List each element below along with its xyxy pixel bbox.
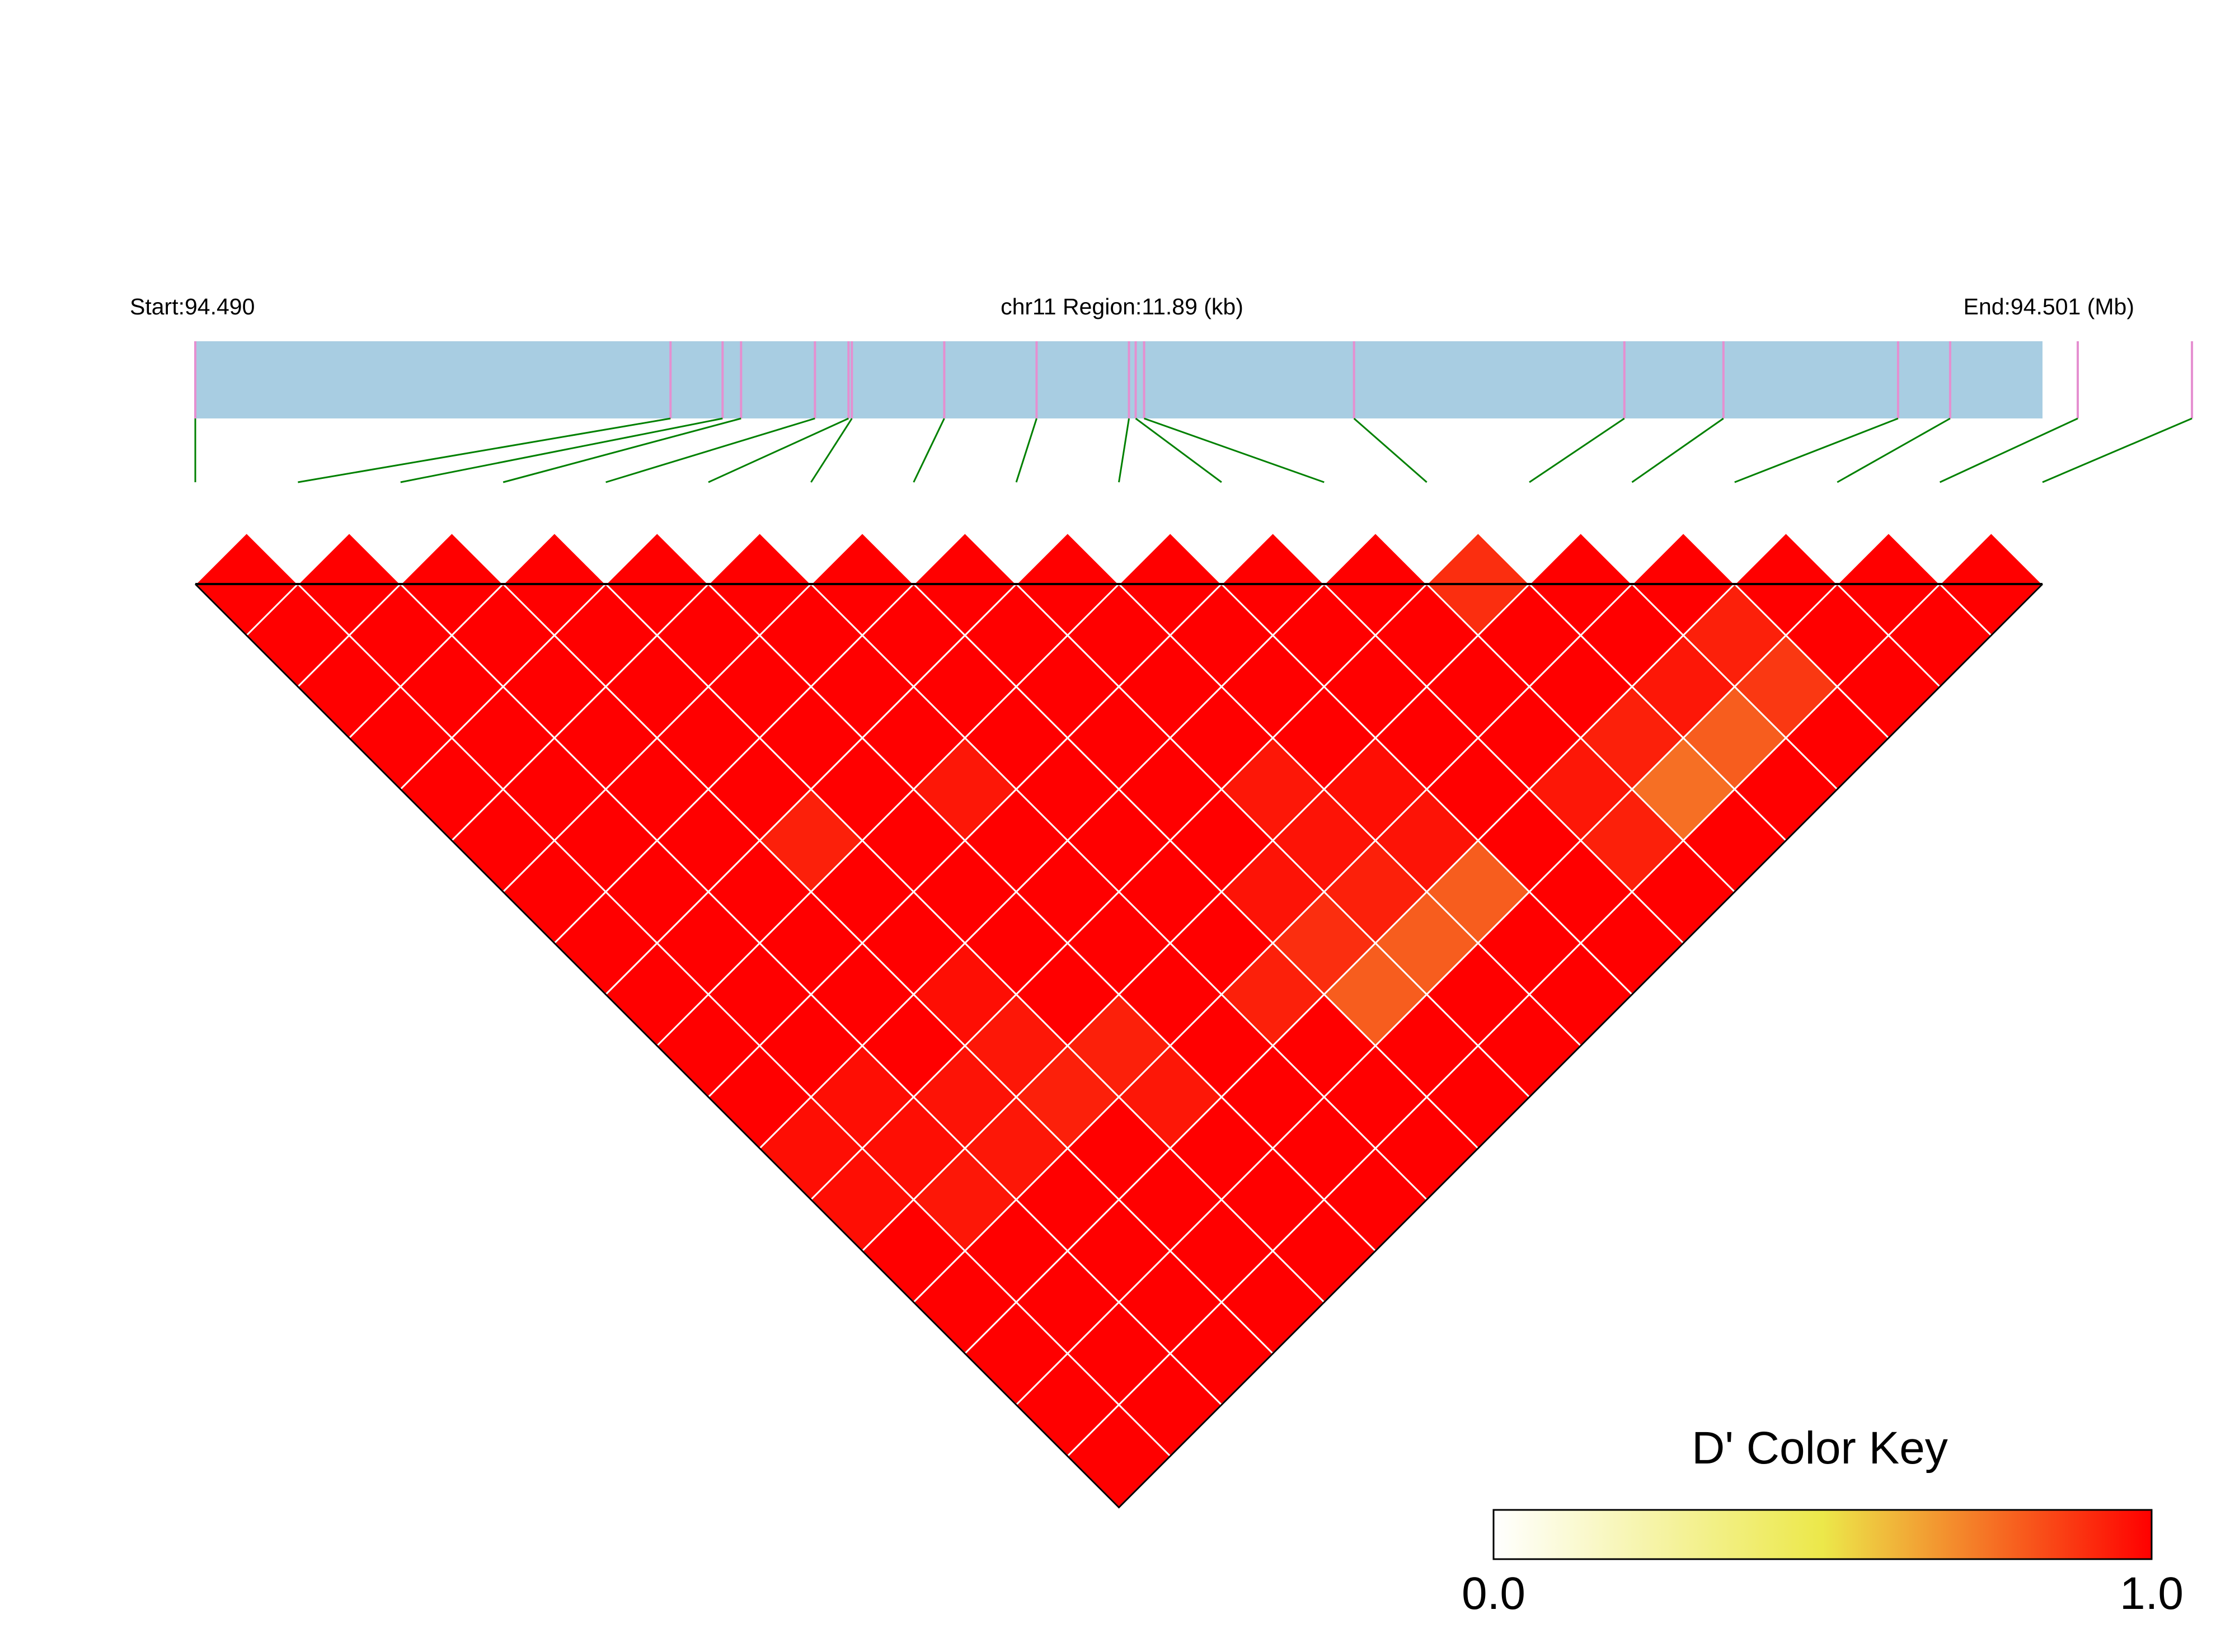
ld-heatmap [194, 531, 2044, 1509]
snp-connector [1529, 417, 1625, 483]
triangle-outline [194, 583, 2044, 1509]
start-label: Start:94.490 [130, 294, 255, 319]
gene-region-bar [195, 341, 2043, 418]
snp-connector [1135, 417, 1222, 483]
snp-connector [1734, 417, 1899, 483]
snp-connector [1144, 417, 1325, 483]
color-key-max-label: 1.0 [2120, 1568, 2184, 1619]
snp-connector [400, 417, 723, 483]
end-label: End:94.501 (Mb) [1964, 294, 2134, 319]
snp-connector [1631, 417, 1724, 483]
snp-connector [1353, 417, 1428, 483]
snp-connector [810, 418, 853, 483]
snp-connector [503, 417, 741, 483]
heatmap-outline [194, 583, 2044, 1509]
snp-ticks [194, 341, 2194, 418]
snp-connector [605, 417, 815, 483]
color-key: D' Color Key 0.0 1.0 [1462, 1423, 2184, 1619]
snp-connector [2042, 417, 2192, 483]
snp-connector [913, 418, 945, 483]
snp-connectors [194, 417, 2192, 483]
snp-connector [1837, 417, 1951, 483]
color-key-title: D' Color Key [1692, 1423, 1948, 1474]
color-key-gradient-bar [1492, 1509, 2153, 1560]
snp-connector [1939, 417, 2078, 483]
color-key-min-label: 0.0 [1462, 1568, 1525, 1619]
snp-connector [1015, 418, 1037, 483]
region-label: chr11 Region:11.89 (kb) [1001, 294, 1243, 319]
snp-connector [1118, 418, 1130, 483]
snp-connector [708, 417, 849, 483]
snp-connector [298, 417, 671, 483]
